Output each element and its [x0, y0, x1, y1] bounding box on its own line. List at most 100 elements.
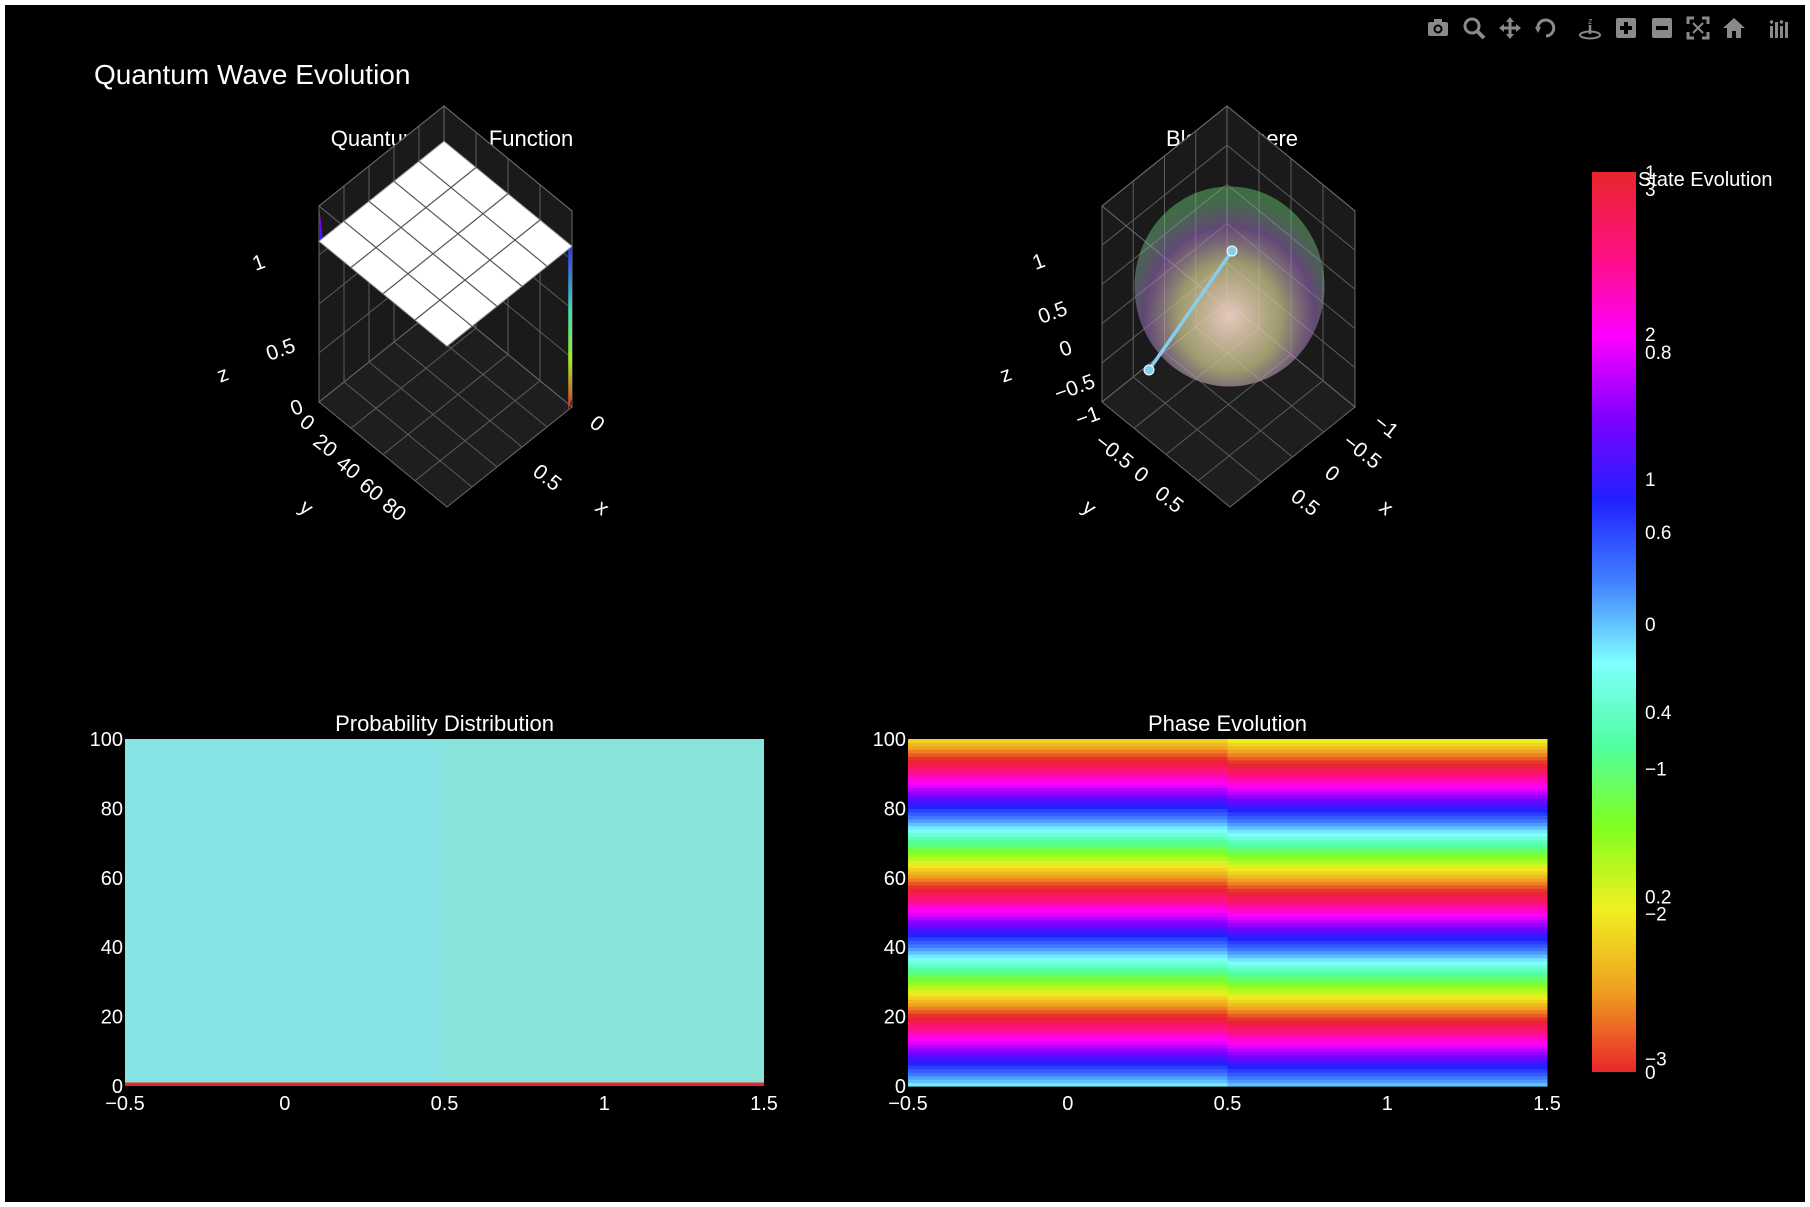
heatmap-cell: [1227, 811, 1548, 816]
heatmap-cell: [908, 825, 1228, 830]
floor-gridline-y: [414, 380, 541, 482]
colorbar-tick-label: 0.4: [1645, 703, 1672, 724]
heatmap-cell: [908, 1044, 1228, 1049]
heatmap-cell: [1227, 801, 1548, 806]
heatmap-cell: [908, 961, 1228, 966]
heatmap-cell: [908, 777, 1228, 782]
heatmap-cell: [1227, 1058, 1548, 1063]
y-tick-label: 40: [332, 452, 365, 485]
heatmap-cell: [1227, 915, 1548, 921]
y-tick-label: 80: [101, 798, 123, 820]
bloch-sphere-scene: Bloch Sphere−1−0.500.51z−0.500.5y−1−0.50…: [997, 104, 1403, 521]
heatmap-cell: [908, 853, 1228, 858]
heatmap-cell: [908, 832, 1228, 837]
y-tick-label: 0: [895, 1076, 906, 1098]
zoom-in-button[interactable]: [1611, 13, 1641, 43]
heatmap-cell: [1227, 895, 1548, 900]
floor-gridline-y: [350, 327, 477, 429]
x-tick-label: 0.5: [528, 460, 565, 496]
heatmap-cell: [1227, 1040, 1548, 1045]
y-tick-label: 20: [884, 1007, 906, 1029]
heatmap-cell: [1227, 999, 1548, 1004]
home-button[interactable]: [1719, 13, 1749, 43]
heatmap-cell: [908, 874, 1228, 879]
heatmap-cell: [908, 888, 1228, 893]
heatmap-cell: [908, 773, 1228, 778]
heatmap-cell: [1227, 1044, 1548, 1049]
x-tick-label: 0: [279, 1093, 290, 1115]
turntable-button[interactable]: z: [1575, 13, 1605, 43]
heatmap-cell: [1227, 1072, 1548, 1077]
heatmap-cell: [1227, 1027, 1548, 1032]
heatmap-cell: [1227, 971, 1548, 976]
heatmap-cell: [1227, 1079, 1548, 1084]
heatmap-cell: [1227, 981, 1548, 986]
y-tick-label: 0: [1129, 462, 1152, 487]
z-tick-label: −0.5: [1051, 370, 1098, 406]
heatmap-cell: [908, 947, 1228, 952]
heatmap-cell: [1227, 888, 1548, 893]
heatmap-cell: [1227, 954, 1548, 959]
heatmap-cell: [908, 752, 1228, 757]
heatmap-cell: [908, 1065, 1228, 1070]
colorbar-tick-label: 0.8: [1645, 343, 1671, 364]
y-tick-label: 40: [101, 937, 123, 959]
heatmap-cell: [1227, 797, 1548, 803]
heatmap-cell: [908, 1006, 1228, 1011]
heatmap-cell: [908, 1054, 1228, 1059]
heatmap-cell: [908, 766, 1228, 771]
colorbar-tick-label: 3: [1645, 180, 1656, 201]
heatmap-cell: [908, 926, 1228, 931]
y-tick-label: 100: [873, 729, 906, 751]
heatmap-cell: [1227, 766, 1548, 771]
heatmap-cell: [908, 978, 1228, 983]
heatmap-cell: [1227, 985, 1548, 990]
heatmap-cell: [1227, 1020, 1548, 1025]
plotly-logo-button[interactable]: [1763, 13, 1793, 43]
x-tick-label: 1.5: [750, 1093, 778, 1115]
orbit-button[interactable]: [1531, 13, 1561, 43]
heatmap-cell: [908, 804, 1228, 809]
heatmap-cell: [908, 1058, 1228, 1063]
heatmap-cell: [1227, 829, 1548, 834]
heatmap-cell: [908, 780, 1228, 785]
heatmap-cell: [1227, 843, 1548, 848]
heatmap-cell: [908, 756, 1228, 761]
heatmap-cell: [1227, 867, 1548, 872]
colorbar-tick-label: −1: [1645, 760, 1667, 781]
quantum-wave-function-scene: Quantum Wave Function00.51z020406080y00.…: [214, 104, 614, 527]
heatmap-cell: [908, 1079, 1228, 1084]
colorbar-tick-label: 0: [1645, 1063, 1656, 1084]
heatmap-cell: [908, 929, 1228, 934]
heatmap-cell: [908, 1009, 1228, 1014]
state-vector-line: [1147, 249, 1234, 372]
colorbar-title: State Evolution: [1638, 169, 1773, 191]
zoom-button[interactable]: [1459, 13, 1489, 43]
heatmap-cell: [1227, 968, 1548, 973]
pan-button[interactable]: [1495, 13, 1525, 43]
heatmap-cell: [1227, 1013, 1548, 1018]
zoom-out-button[interactable]: [1647, 13, 1677, 43]
heatmap-cell: [908, 902, 1228, 907]
autoscale-button[interactable]: [1683, 13, 1713, 43]
heatmap-cell: [908, 1033, 1228, 1039]
z-tick-label: −1: [1073, 402, 1103, 432]
heatmap-cell: [908, 1040, 1228, 1045]
heatmap-cell: [1227, 988, 1548, 993]
surface-edge-color-front: [568, 246, 572, 410]
y-tick-label: 80: [378, 494, 411, 527]
camera-button[interactable]: [1423, 13, 1453, 43]
state-vector-point: [1143, 364, 1155, 376]
heatmap-cell: [908, 1023, 1228, 1028]
y-tick-label: 0.5: [1150, 482, 1187, 518]
heatmap-cell: [1227, 961, 1548, 966]
heatmap-cell: [1227, 950, 1548, 955]
heatmap-cell: [1227, 909, 1548, 914]
heatmap-cell: [908, 1082, 1228, 1087]
surface-contour-line: [382, 193, 509, 295]
colorbar: State Evolution −3 −2 −1 0 1 2 3 0 0.2 0.4 0.6 0.8 1: [1592, 163, 1773, 1084]
heatmap-cell: [908, 811, 1228, 816]
heatmap-cell: [1227, 749, 1548, 754]
